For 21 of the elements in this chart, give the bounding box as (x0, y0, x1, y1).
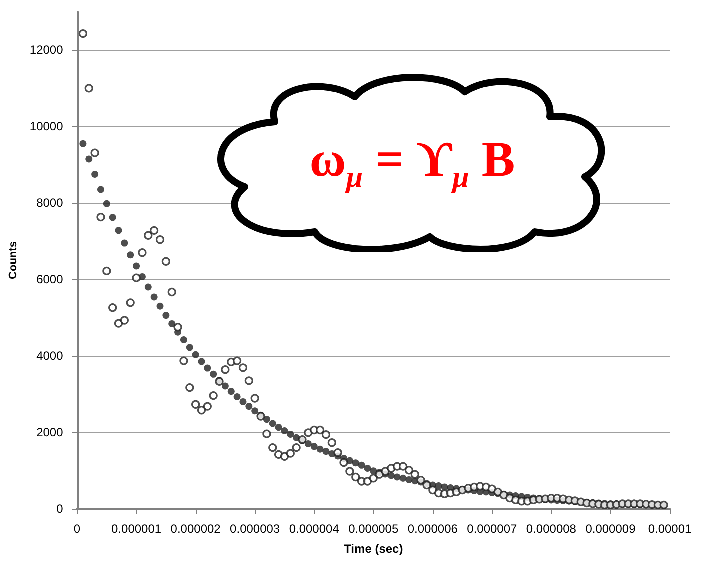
x-tick-label: 0.000002 (170, 522, 222, 536)
y-tick-label: 12000 (30, 43, 64, 58)
x-tick-label: 0.000004 (289, 522, 340, 536)
x-axis-title: Time (sec) (344, 542, 404, 556)
x-tick-label: 0 (74, 522, 81, 536)
y-tick-label: 4000 (36, 349, 64, 364)
annotation: ω$_{μ}$ = ϒ$_{μ}$ B (310, 130, 516, 194)
x-tick-label: 0.000005 (348, 522, 399, 536)
y-tick-label: 8000 (36, 196, 64, 210)
x-tick-label: 0.000008 (526, 522, 577, 536)
y-axis-title: Counts (8, 242, 20, 280)
y-tick-label: 10000 (30, 120, 64, 134)
x-tick-label: 0.000007 (467, 522, 518, 536)
y-tick-label: 6000 (36, 272, 64, 287)
x-tick-label: 0.000001 (112, 522, 162, 536)
x-tick-label: 0.000006 (408, 522, 458, 536)
x-tick-label: 0.00001 (648, 522, 692, 536)
y-tick-label: 0 (56, 502, 64, 516)
y-tick-label: 2000 (36, 426, 64, 440)
x-tick-label: 0.000009 (586, 522, 636, 536)
x-tick-label: 0.000003 (230, 522, 280, 536)
